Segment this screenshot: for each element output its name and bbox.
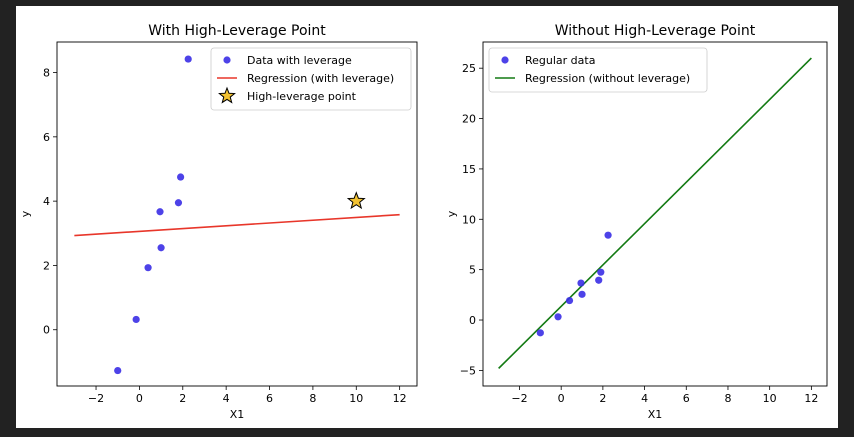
x-tick-label: 10: [763, 392, 777, 405]
y-tick-label: −5: [460, 364, 476, 377]
legend-star: [218, 86, 236, 104]
x-tick-label: −2: [88, 392, 104, 405]
regression-line: [74, 213, 400, 237]
x-tick-label: 2: [179, 392, 186, 405]
regression-line: [498, 57, 812, 369]
data-layer: [498, 57, 812, 369]
x-tick-label: 12: [393, 392, 407, 405]
y-tick-label: 5: [469, 264, 476, 277]
x-tick-label: 4: [641, 392, 648, 405]
plot-frame: [56, 41, 418, 387]
high-leverage-point: [346, 191, 366, 210]
y-tick-label: 6: [43, 131, 50, 144]
data-point: [184, 55, 192, 63]
data-point: [144, 264, 152, 272]
legend-box: [488, 47, 708, 93]
legend: Regular data Regression (without leverage…: [488, 47, 708, 93]
x-axis-label: X1: [648, 408, 663, 421]
x-tick-label: 0: [136, 392, 143, 405]
legend-label: Data with leverage: [247, 54, 352, 67]
legend-label: High-leverage point: [247, 90, 357, 103]
x-tick-label: 6: [683, 392, 690, 405]
y-tick-label: 4: [43, 195, 50, 208]
panel-1: With High-Leverage Point −2 0 2 4 6 8 10 12 0 2 4 6 8…: [19, 23, 418, 421]
y-tick-label: 2: [43, 259, 50, 272]
y-tick-label: 0: [43, 324, 50, 337]
data-point: [565, 296, 574, 305]
y-tick-label: 10: [462, 213, 476, 226]
data-point: [132, 315, 140, 324]
legend: Data with leverage Regression (with lever…: [210, 47, 412, 111]
legend-marker: [501, 56, 509, 64]
data-point: [554, 313, 562, 321]
x-tick-label: 0: [558, 392, 565, 405]
plot-frame: [482, 41, 828, 387]
y-tick-label: 0: [469, 314, 476, 327]
y-tick-label: 20: [462, 113, 476, 126]
data-point: [578, 290, 586, 298]
panel-2: Without High-Leverage Point −2 0 2 4 6 8 10 12 −5…: [445, 23, 828, 421]
y-tick-label: 15: [462, 163, 476, 176]
x-tick-label: 8: [309, 392, 316, 405]
x-tick-label: 2: [599, 392, 606, 405]
data-point: [114, 366, 122, 375]
y-axis-label: y: [19, 210, 32, 217]
data-point: [604, 231, 612, 239]
chart-title: Without High-Leverage Point: [555, 23, 756, 39]
figure-canvas: With High-Leverage Point −2 0 2 4 6 8 10 12 0 2 4 6 8…: [19, 23, 828, 421]
x-axis-label: X1: [230, 408, 245, 421]
x-tick-label: 6: [266, 392, 273, 405]
data-point: [577, 279, 585, 287]
data-point: [177, 173, 185, 181]
data-point: [597, 268, 605, 276]
x-tick-label: 4: [223, 392, 230, 405]
legend-label: Regression (with leverage): [247, 72, 394, 85]
legend-box: [210, 47, 412, 111]
x-tick-label: 12: [804, 392, 818, 405]
data-point: [157, 244, 165, 252]
chart-title: With High-Leverage Point: [148, 23, 326, 39]
y-axis-label: y: [445, 210, 458, 217]
data-point: [536, 329, 544, 337]
legend-marker: [223, 56, 231, 64]
figure: With High-Leverage Point −2 0 2 4 6 8 10 12 0 2 4 6 8…: [16, 6, 838, 428]
data-point: [595, 276, 603, 284]
legend-label: Regular data: [525, 54, 595, 67]
legend-label: Regression (without leverage): [525, 72, 690, 85]
x-tick-label: 10: [349, 392, 363, 405]
data-layer: [74, 55, 400, 375]
x-tick-label: 8: [724, 392, 731, 405]
y-tick-label: 25: [462, 62, 476, 75]
x-tick-label: −2: [511, 392, 527, 405]
y-tick-label: 8: [43, 67, 50, 80]
data-point: [174, 199, 183, 207]
data-point: [156, 208, 164, 216]
